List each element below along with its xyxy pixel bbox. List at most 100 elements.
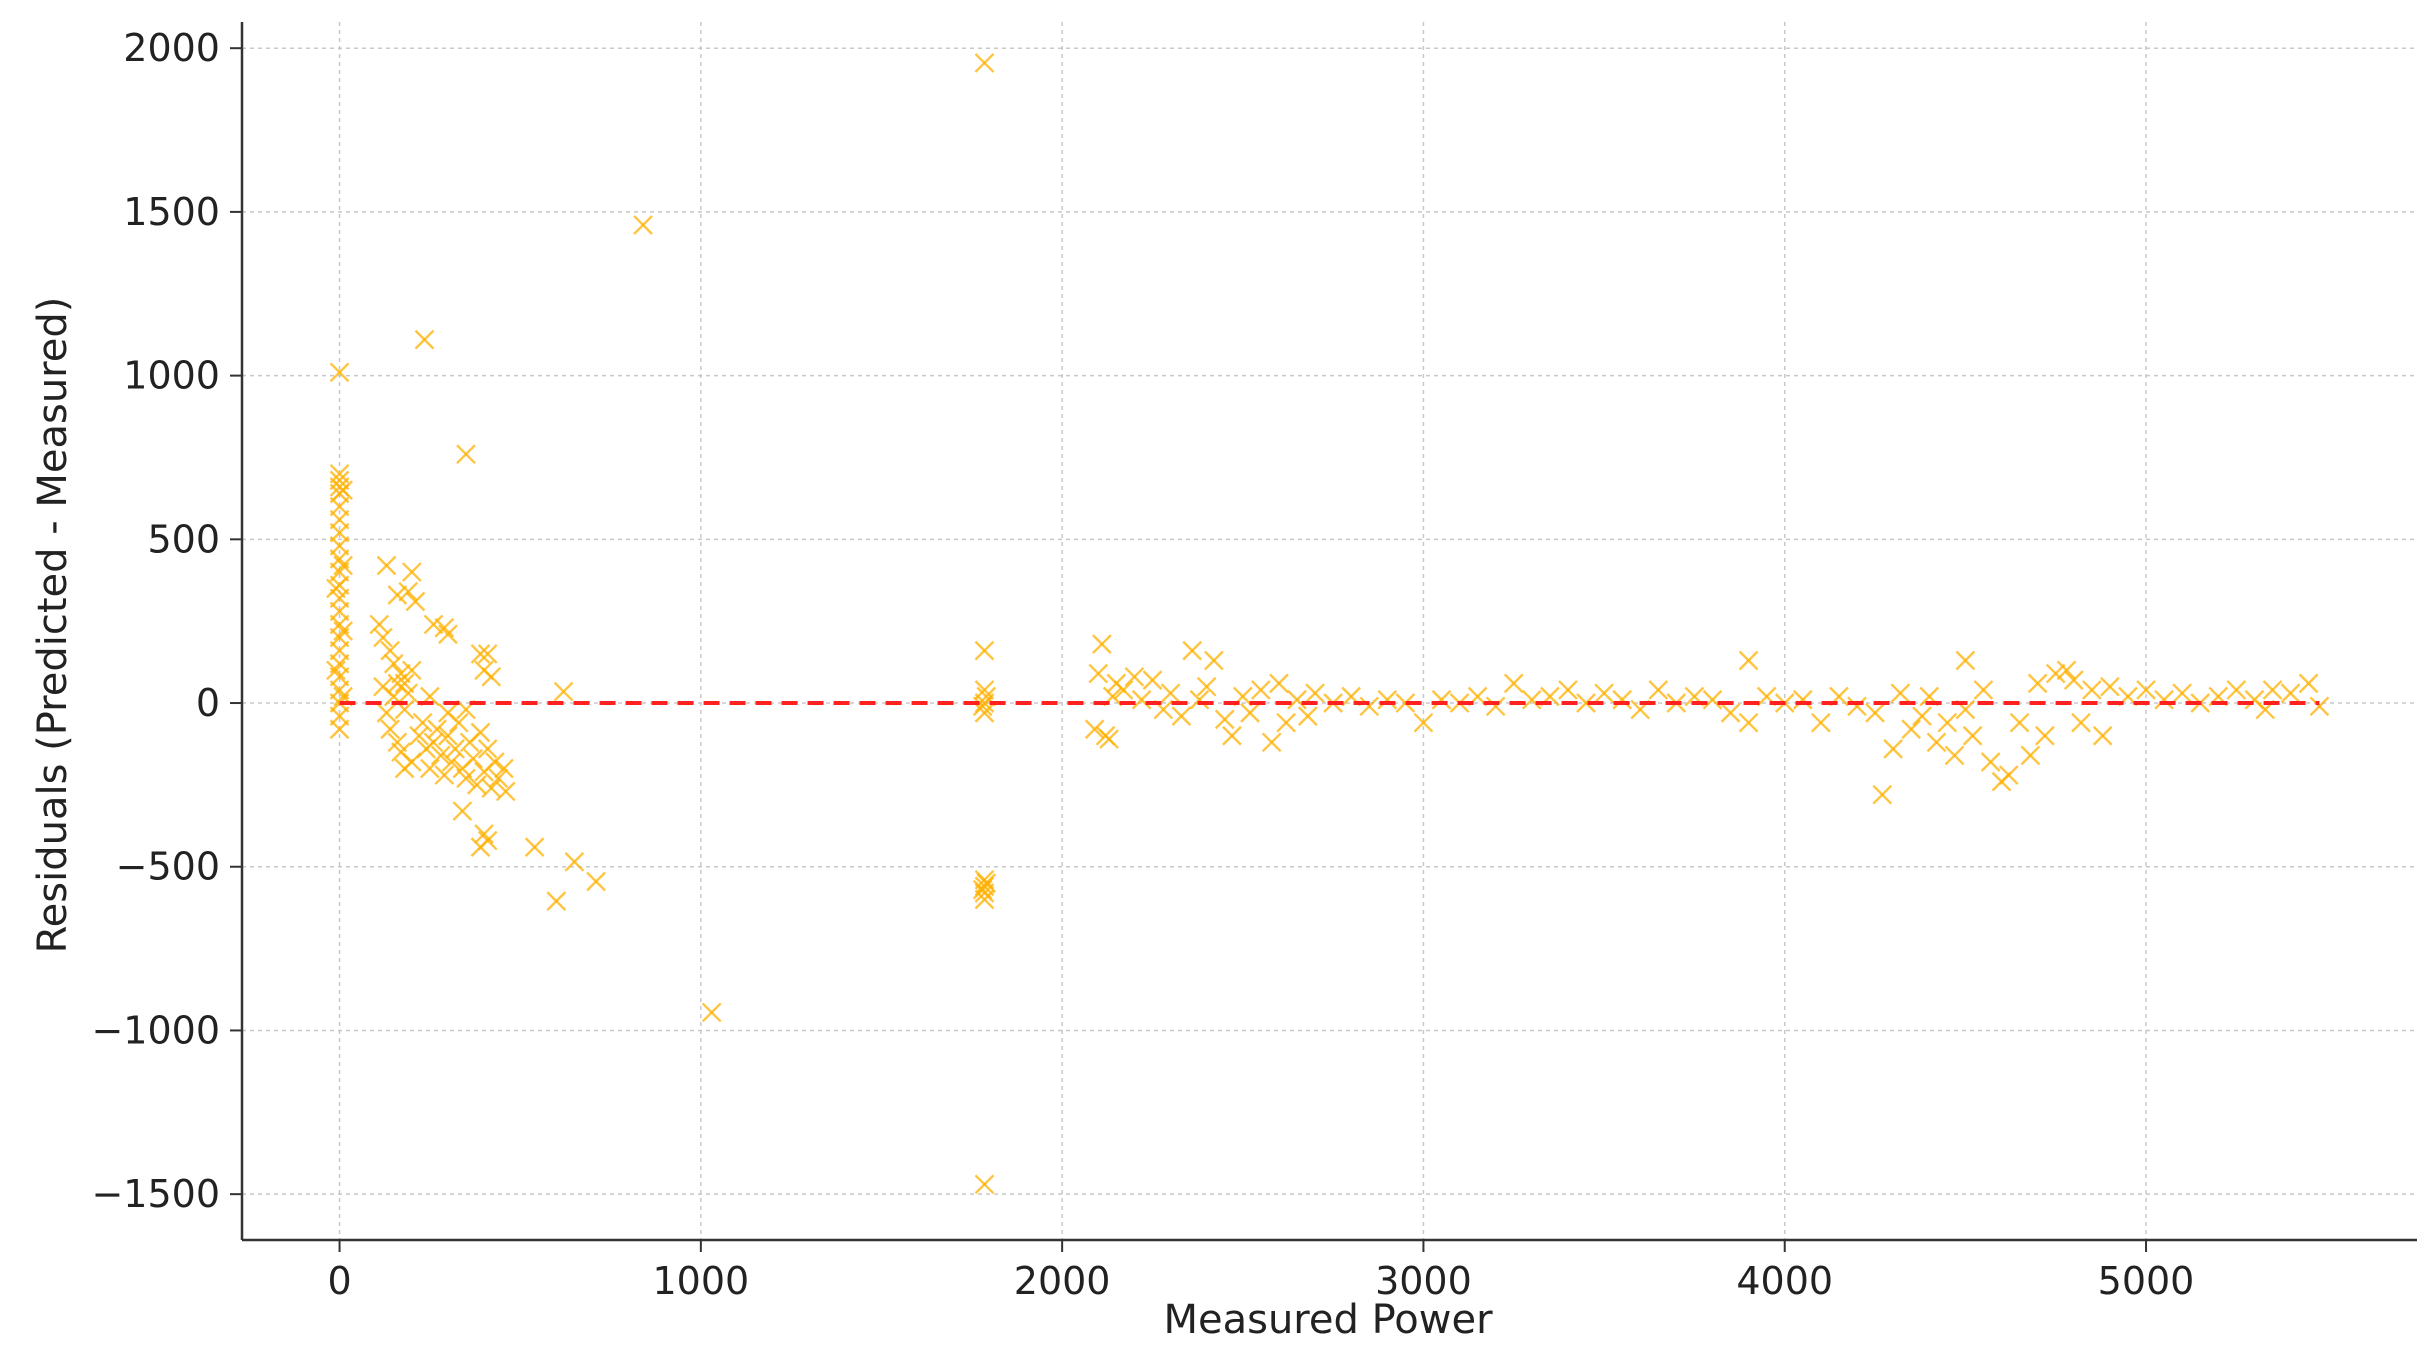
scatter-point xyxy=(1251,680,1271,700)
scatter-point xyxy=(401,562,422,582)
scatter-point xyxy=(1222,725,1242,746)
scatter-point xyxy=(1214,709,1235,730)
scatter-point xyxy=(1937,712,1958,733)
scatter-point xyxy=(1521,689,1542,710)
x-tick-label: 0 xyxy=(327,1259,351,1303)
scatter-point xyxy=(383,653,404,674)
scatter-point xyxy=(1962,725,1983,746)
scatter-point xyxy=(2027,673,2048,694)
scatter-point xyxy=(369,614,390,635)
ticks-layer: 0 1000 2000 3000 4000 5000 −1500 −1000 −500 0 500 1… xyxy=(91,26,2194,1303)
scatter-point xyxy=(1171,706,1192,726)
scatter-point xyxy=(1431,689,1452,710)
scatter-point xyxy=(1276,712,1296,733)
scatter-point xyxy=(441,752,462,772)
scatter-point xyxy=(423,614,444,635)
scatter-point xyxy=(1305,683,1325,704)
scatter-point xyxy=(438,725,458,746)
scatter-point xyxy=(1955,650,1976,671)
scatter-point xyxy=(1998,765,2019,785)
scatter-point xyxy=(1182,640,1203,661)
scatter-point xyxy=(2035,725,2055,746)
scatter-point xyxy=(1413,712,1434,733)
scatter-point xyxy=(333,480,354,501)
scatter-point xyxy=(2136,680,2156,700)
scatter-point xyxy=(586,871,606,892)
scatter-point xyxy=(488,768,509,789)
scatter-point xyxy=(1576,693,1596,713)
scatter-point xyxy=(1196,676,1217,697)
scatter-point xyxy=(438,703,458,723)
scatter-point xyxy=(1189,689,1210,710)
scatter-point xyxy=(2020,745,2041,766)
scatter-point xyxy=(976,873,997,893)
scatter-point xyxy=(1240,703,1260,723)
scatter-point xyxy=(1503,673,1524,694)
scatter-point xyxy=(430,745,451,766)
scatter-point xyxy=(1131,689,1152,710)
scatter-point xyxy=(380,640,400,661)
y-tick-label: −500 xyxy=(116,845,220,889)
scatter-point xyxy=(376,555,397,576)
scatter-point xyxy=(1738,712,1759,733)
scatter-point xyxy=(445,739,466,759)
scatter-point xyxy=(333,555,354,576)
scatter-point xyxy=(633,215,653,235)
scatter-point xyxy=(1901,719,1922,740)
scatter-point xyxy=(553,681,574,702)
scatter-point xyxy=(329,719,350,740)
scatter-point xyxy=(1792,689,1813,710)
scatter-point xyxy=(2081,680,2102,700)
y-tick-label: −1000 xyxy=(91,1008,220,1052)
scatter-point xyxy=(1359,696,1380,717)
scatter-point xyxy=(1594,683,1614,704)
scatter-point xyxy=(477,739,498,759)
scatter-point xyxy=(1377,689,1398,710)
scatter-point xyxy=(1204,650,1224,671)
y-tick-label: 0 xyxy=(196,681,220,725)
scatter-point xyxy=(1099,729,1119,749)
scatter-point xyxy=(1113,680,1134,700)
scatter-point xyxy=(373,627,393,648)
scatter-point xyxy=(470,722,491,743)
scatter-point xyxy=(1261,732,1282,753)
scatter-point xyxy=(1142,670,1163,690)
scatter-point xyxy=(1269,673,1289,694)
scatter-point xyxy=(2280,683,2301,704)
scatter-point xyxy=(434,617,455,638)
scatter-point xyxy=(1612,689,1632,710)
x-tick-label: 3000 xyxy=(1375,1259,1472,1303)
scatter-point xyxy=(434,765,455,785)
scatter-point xyxy=(701,1002,722,1023)
axes-layer xyxy=(240,22,2417,1242)
scatter-point xyxy=(2045,663,2066,684)
scatter-point xyxy=(974,1174,995,1195)
scatter-point xyxy=(474,660,494,681)
scatter-point xyxy=(2262,680,2283,700)
scatter-point xyxy=(477,830,498,851)
scatter-point xyxy=(405,591,426,612)
x-axis-label: Measured Power xyxy=(1163,1297,1493,1343)
y-tick-label: 2000 xyxy=(123,26,220,70)
scatter-point xyxy=(1973,680,1994,700)
scatter-point xyxy=(333,621,354,641)
scatter-point xyxy=(1912,706,1932,726)
scatter-point xyxy=(481,778,502,799)
scatter-point xyxy=(2100,676,2120,697)
scatter-point xyxy=(1092,634,1112,654)
scatter-point xyxy=(423,732,444,753)
scatter-point xyxy=(376,703,397,723)
x-tick-label: 1000 xyxy=(652,1259,749,1303)
scatter-point xyxy=(2154,689,2174,710)
scatter-point xyxy=(972,879,993,900)
scatter-point xyxy=(1847,696,1867,717)
scatter-point xyxy=(456,444,476,465)
scatter-point xyxy=(1811,712,1831,733)
scatter-point xyxy=(1872,784,1893,805)
scatter-point xyxy=(1160,683,1181,704)
scatter-point xyxy=(972,696,993,717)
scatter-point xyxy=(2056,660,2077,681)
scatter-point xyxy=(974,703,995,723)
scatter-point xyxy=(474,824,494,844)
scatter-point xyxy=(1084,719,1105,740)
